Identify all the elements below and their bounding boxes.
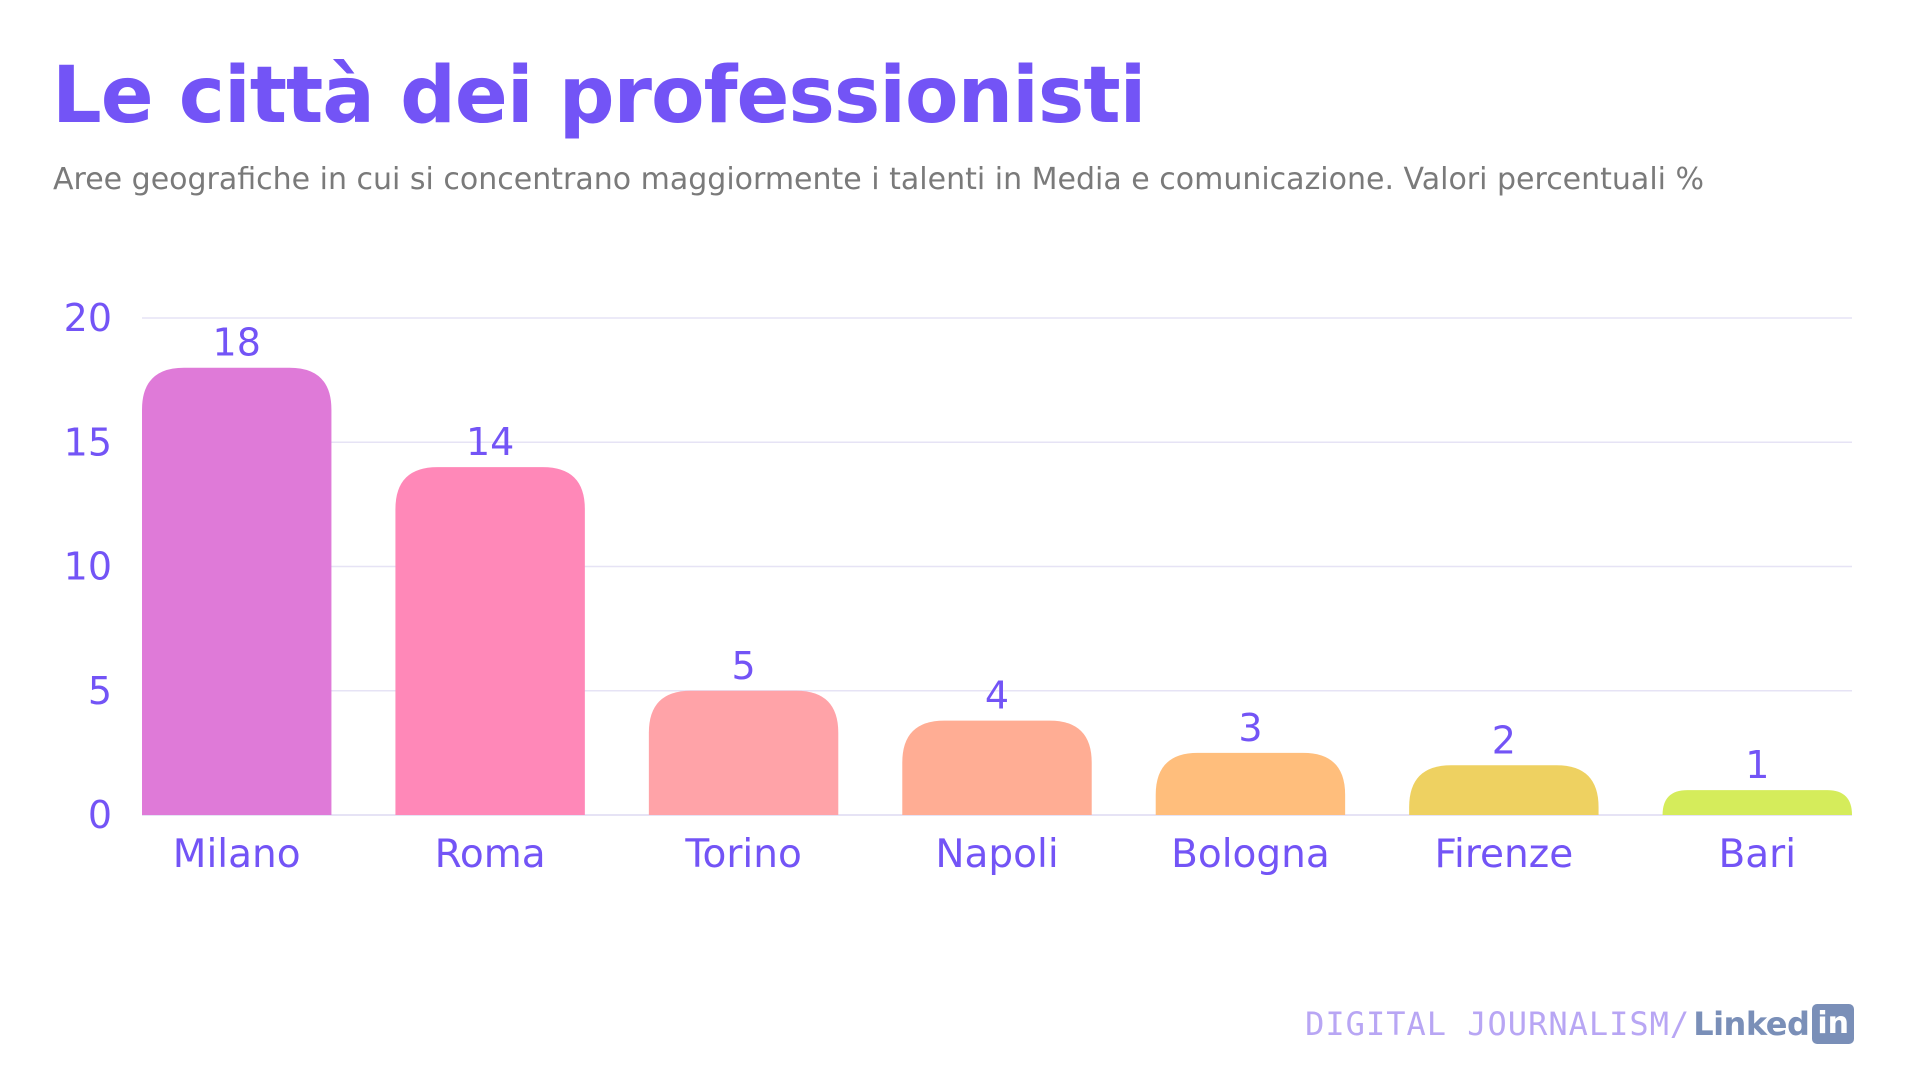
y-tick-label: 10 [64,545,112,589]
x-tick-label: Bologna [1171,832,1330,877]
data-label: 3 [1238,706,1262,750]
bar-milano [142,367,332,815]
x-tick-label: Milano [173,832,301,877]
y-tick-label: 20 [64,296,112,340]
data-label: 4 [985,674,1009,718]
x-tick-label: Torino [684,832,802,877]
linkedin-logo-text: Linked [1693,1005,1810,1043]
y-axis-ticks: 0 5 10 15 20 [64,296,112,837]
y-tick-label: 0 [88,793,112,837]
data-labels: 18 14 5 4 3 2 1 [213,321,1770,787]
y-tick-label: 5 [88,669,112,713]
bar-bologna [1155,752,1346,815]
x-tick-label: Bari [1719,832,1797,877]
data-label: 5 [731,644,755,688]
data-label: 1 [1745,743,1769,787]
chart-title: Le città dei professionisti [52,51,1146,141]
chart-subtitle: Aree geografiche in cui si concentrano m… [53,162,1705,197]
linkedin-logo-badge: in [1812,1004,1854,1044]
x-tick-label: Roma [435,832,546,877]
x-axis-ticks: Milano Roma Torino Napoli Bologna Firenze Bari [173,832,1796,877]
x-tick-label: Firenze [1434,832,1573,877]
digital-journalism-logo: DIGITAL JOURNALISM [1305,1005,1670,1043]
x-tick-label: Napoli [935,832,1058,877]
brand-separator: / [1669,1005,1690,1043]
brand-footer: DIGITAL JOURNALISM / Linked in [1305,1002,1854,1046]
y-tick-label: 15 [64,420,112,464]
bar-roma [395,467,585,815]
data-label: 14 [466,420,514,464]
bars [142,367,1852,815]
bar-bari [1662,790,1852,815]
bar-torino [648,690,839,815]
data-label: 2 [1492,718,1516,762]
data-label: 18 [213,321,261,365]
bar-firenze [1409,765,1599,815]
bar-napoli [902,720,1092,815]
